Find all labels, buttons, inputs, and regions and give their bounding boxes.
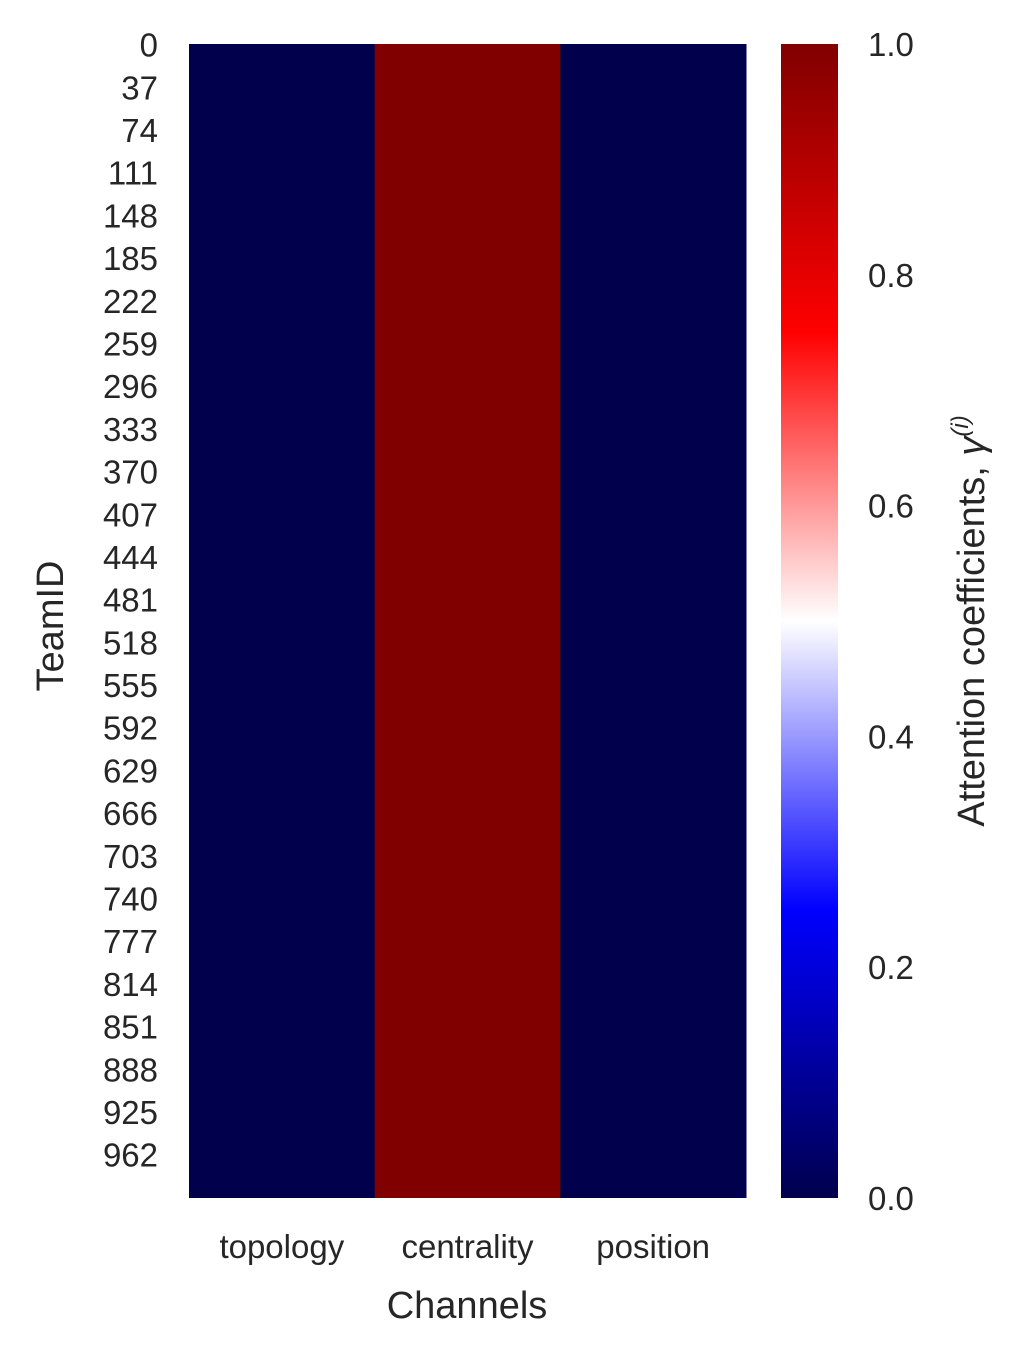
colorbar-label-sup: (i): [947, 415, 974, 436]
y-tick-label: 370: [103, 454, 158, 491]
y-tick-label: 555: [103, 667, 158, 704]
y-tick-label: 518: [103, 624, 158, 661]
y-tick-label: 444: [103, 539, 158, 576]
y-tick-label: 111: [108, 155, 158, 192]
y-tick-label: 37: [121, 69, 158, 106]
y-tick-label: 222: [103, 283, 158, 320]
colorbar-label-main: Attention coefficients,: [951, 456, 993, 827]
colorbar-tick-label: 0.6: [868, 488, 914, 525]
y-tick-label: 481: [103, 582, 158, 619]
x-axis-ticks: topology centrality position: [219, 1228, 710, 1265]
y-tick-label: 925: [103, 1094, 158, 1131]
y-tick-label: 851: [103, 1009, 158, 1046]
y-tick-label: 962: [103, 1137, 158, 1174]
y-tick-label: 148: [103, 197, 158, 234]
y-tick-label: 740: [103, 881, 158, 918]
x-tick-label: position: [596, 1228, 710, 1265]
y-tick-label: 333: [103, 411, 158, 448]
y-tick-label: 703: [103, 838, 158, 875]
heatmap-column-position: [560, 44, 747, 1198]
colorbar-tick-label: 0.4: [868, 718, 914, 755]
colorbar-ticks: 0.0 0.2 0.4 0.6 0.8 1.0: [868, 26, 914, 1217]
y-tick-label: 629: [103, 752, 158, 789]
colorbar: [781, 44, 838, 1198]
colorbar-tick-label: 1.0: [868, 26, 914, 63]
colorbar-label-symbol: γ: [951, 435, 993, 456]
y-tick-label: 666: [103, 795, 158, 832]
heatmap-column-topology: [189, 44, 376, 1198]
colorbar-tick-label: 0.2: [868, 949, 914, 986]
x-axis-label: Channels: [387, 1285, 548, 1327]
y-tick-label: 814: [103, 966, 158, 1003]
y-tick-label: 777: [103, 923, 158, 960]
y-tick-label: 407: [103, 496, 158, 533]
colorbar-tick-label: 0.0: [868, 1180, 914, 1217]
heatmap-cells: [189, 44, 747, 1198]
y-tick-label: 74: [121, 112, 158, 149]
colorbar-tick-label: 0.8: [868, 257, 914, 294]
y-tick-label: 259: [103, 325, 158, 362]
y-tick-label: 296: [103, 368, 158, 405]
x-tick-label: centrality: [401, 1228, 534, 1265]
colorbar-label: Attention coefficients, γ(i): [947, 415, 993, 826]
y-tick-label: 592: [103, 710, 158, 747]
y-axis-ticks: 0 37 74 111 148 185 222 259 296 333 370 407 444 481 51…: [103, 27, 158, 1174]
heatmap-column-centrality: [374, 44, 561, 1198]
x-tick-label: topology: [219, 1228, 344, 1265]
y-tick-label: 0: [140, 27, 158, 64]
y-axis-label: TeamID: [30, 561, 72, 692]
y-tick-label: 888: [103, 1051, 158, 1088]
y-tick-label: 185: [103, 240, 158, 277]
